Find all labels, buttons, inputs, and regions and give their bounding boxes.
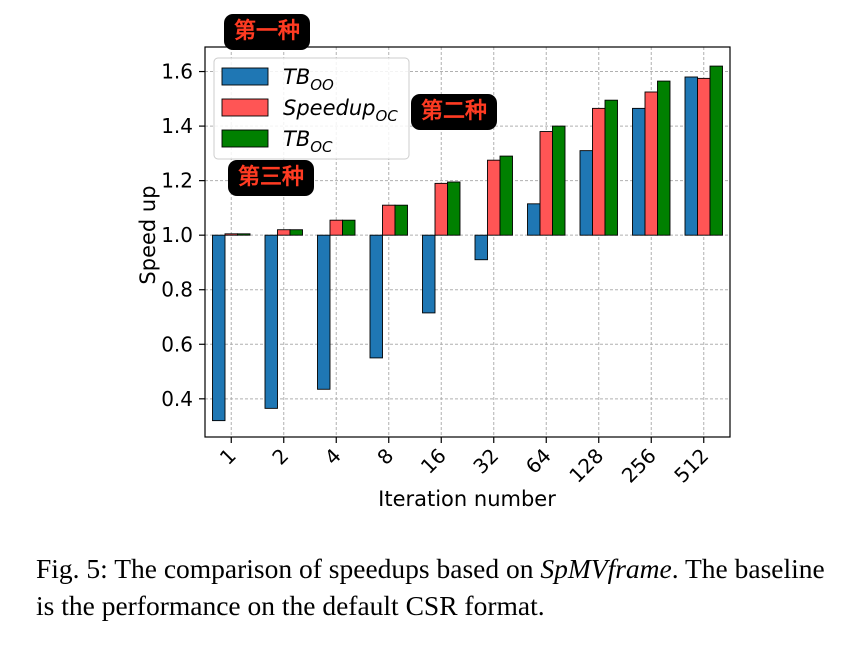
bar-tb-oo-8 [369, 234, 383, 359]
x-tick-label: 256 [617, 444, 661, 488]
x-tick-label: 32 [468, 444, 503, 479]
bar-tb-oo-1 [212, 234, 226, 422]
plot-frame [204, 46, 731, 438]
y-axis-ticks: 0.4 0.6 0.8 1.0 1.2 1.4 1.6 [161, 60, 205, 411]
bar-tb-oc-4 [342, 219, 356, 236]
legend-entry: TBOC [283, 127, 333, 156]
x-tick-label: 128 [564, 444, 608, 488]
figure-caption: Fig. 5: The comparison of speedups based… [36, 550, 842, 624]
bar-speedup-oc-32 [487, 159, 501, 236]
bar-speedup-oc-256 [644, 91, 658, 236]
legend-entry-main: Speedup [283, 96, 375, 120]
legend-swatch [221, 129, 269, 148]
caption-suffix: . The baseline is the performance on the… [36, 553, 825, 621]
x-axis-label: Iteration number [378, 487, 556, 511]
bar-tb-oc-256 [657, 80, 671, 236]
x-tick-label: 2 [267, 444, 293, 470]
annotation-label-2: 第二种 [411, 94, 498, 130]
legend-entry-subscript: OO [310, 76, 334, 94]
y-tick-label: 0.4 [161, 387, 193, 411]
x-tick-label: 4 [320, 444, 346, 470]
x-axis-ticks: 1 2 4 8 16 32 64 128 256 512 [215, 437, 713, 488]
annotation-label-3: 第三种 [228, 160, 315, 196]
bar-tb-oo-256 [632, 107, 646, 236]
legend-entry-subscript: OC [310, 138, 333, 156]
bar-speedup-oc-64 [539, 131, 553, 236]
bar-tb-oc-16 [447, 181, 461, 236]
y-tick-label: 1.4 [161, 114, 193, 138]
bar-speedup-oc-16 [434, 182, 448, 236]
bar-speedup-oc-4 [329, 219, 343, 236]
bar-tb-oo-4 [317, 234, 331, 390]
x-tick-label: 8 [372, 444, 398, 470]
legend-swatch [221, 67, 269, 86]
annotation-label-1: 第一种 [224, 14, 311, 50]
legend-entry: TBOO [283, 65, 334, 94]
legend-entry-main: TB [283, 65, 310, 89]
legend-entry-subscript: OC [375, 107, 398, 125]
y-axis-label: Speed up [136, 185, 160, 284]
legend-entry: SpeedupOC [283, 96, 398, 125]
bar-tb-oc-64 [552, 125, 566, 236]
y-tick-label: 1.0 [161, 223, 193, 247]
y-tick-label: 0.8 [161, 278, 193, 302]
x-tick-label: 64 [521, 444, 556, 479]
bar-speedup-oc-8 [382, 204, 396, 236]
bar-tb-oo-512 [684, 76, 698, 236]
bar-speedup-oc-512 [697, 77, 711, 236]
legend-swatch [221, 98, 269, 117]
y-tick-label: 1.6 [161, 60, 193, 84]
bar-tb-oc-512 [709, 65, 723, 236]
bar-tb-oc-32 [499, 155, 513, 236]
y-tick-label: 1.2 [161, 169, 193, 193]
y-tick-label: 0.6 [161, 332, 193, 356]
x-tick-label: 16 [416, 444, 451, 479]
bar-tb-oc-128 [604, 99, 618, 236]
bar-tb-oo-32 [474, 234, 488, 261]
bar-tb-oo-64 [527, 203, 541, 236]
caption-prefix: Fig. 5: The comparison of speedups based… [36, 553, 541, 584]
bar-tb-oc-8 [394, 204, 408, 236]
bar-speedup-oc-1 [224, 233, 238, 236]
bar-tb-oc-2 [289, 229, 303, 236]
bar-speedup-oc-128 [592, 107, 606, 236]
caption-emphasis: SpMVframe [540, 553, 672, 584]
bar-speedup-oc-2 [277, 229, 291, 236]
bar-tb-oo-128 [579, 150, 593, 236]
bar-tb-oc-1 [237, 233, 251, 236]
bar-tb-oo-16 [422, 234, 436, 314]
x-tick-label: 1 [215, 444, 241, 470]
bars [212, 65, 723, 422]
legend-entry-main: TB [283, 127, 310, 151]
x-tick-label: 512 [669, 444, 713, 488]
bar-tb-oo-2 [264, 234, 278, 409]
